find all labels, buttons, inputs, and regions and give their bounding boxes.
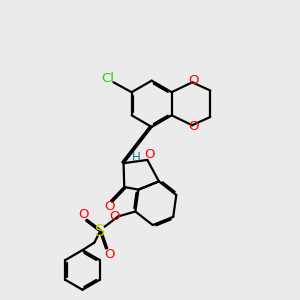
Text: Cl: Cl <box>101 72 114 85</box>
Text: O: O <box>78 208 89 221</box>
Text: O: O <box>188 74 199 87</box>
Text: O: O <box>105 248 115 261</box>
Text: H: H <box>132 151 140 164</box>
Text: S: S <box>95 224 105 239</box>
Text: O: O <box>109 210 119 223</box>
Text: O: O <box>144 148 154 161</box>
Text: O: O <box>188 120 199 134</box>
Text: O: O <box>104 200 114 213</box>
